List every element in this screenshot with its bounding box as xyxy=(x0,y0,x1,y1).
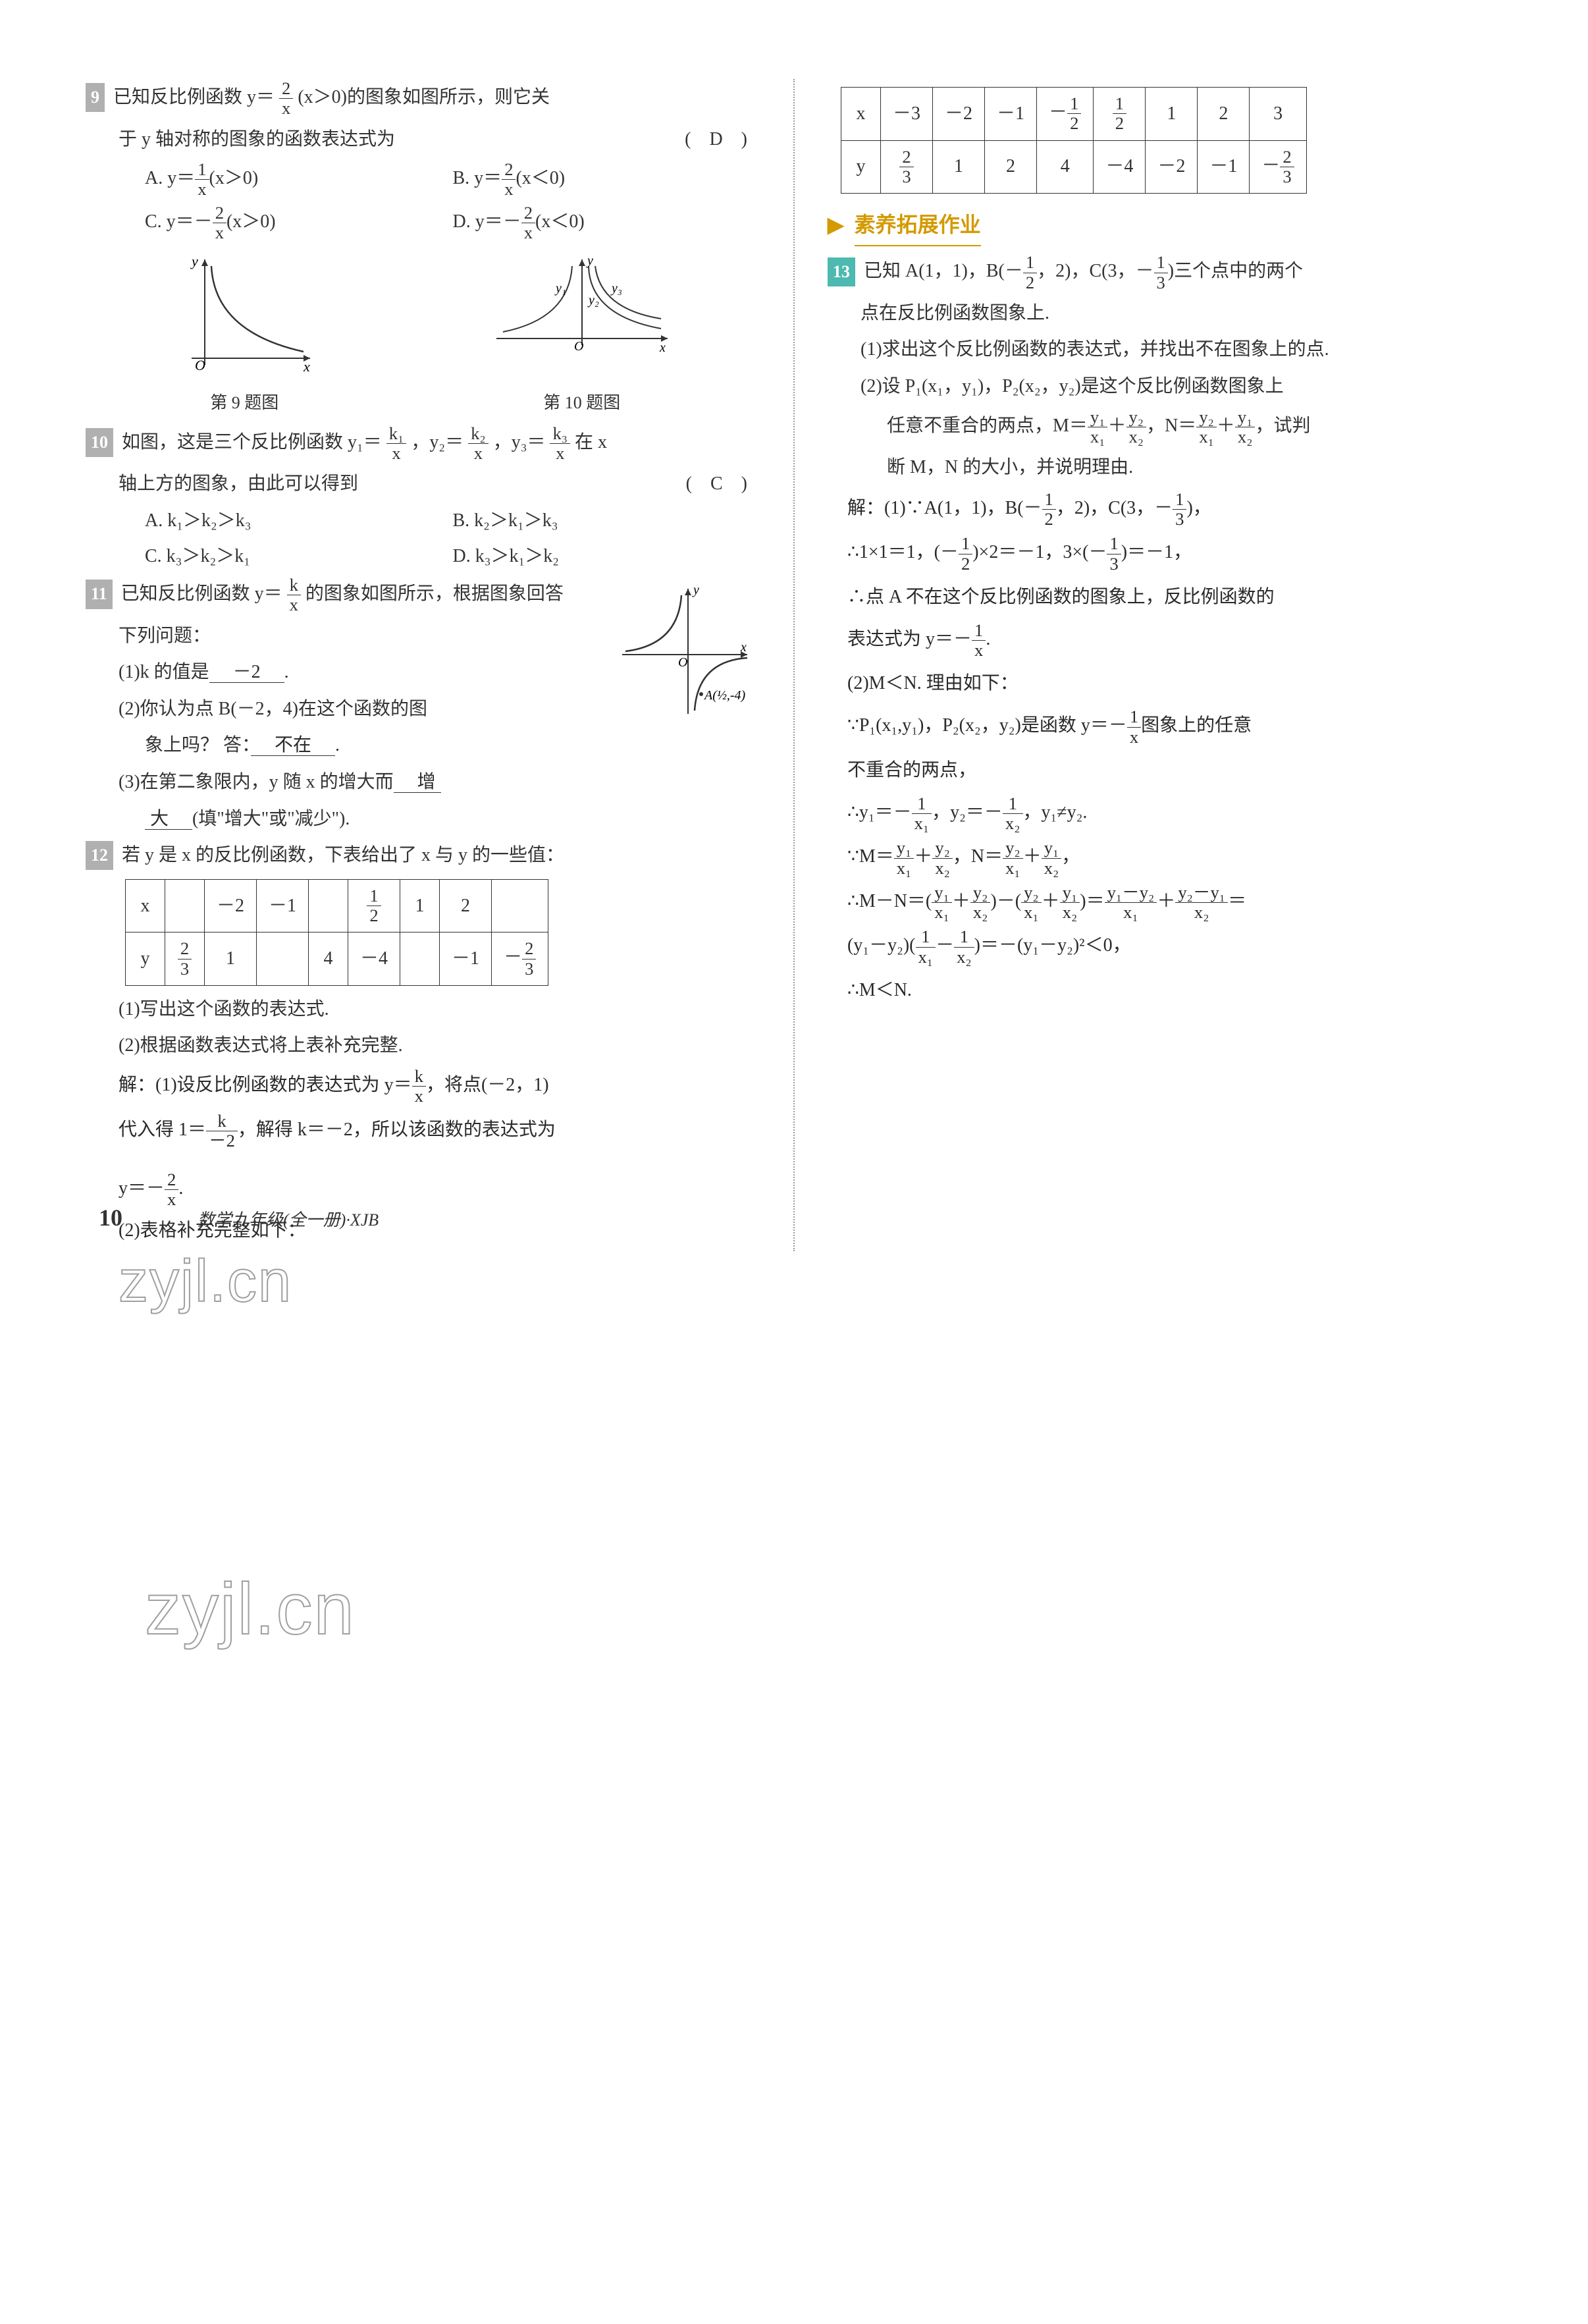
fig-q11: O x y A(½,-4) xyxy=(616,582,754,731)
question-13: 13 已知 A(1，1)，B(－12，2)，C(3，－13)三个点中的两个 点在… xyxy=(828,253,1502,1008)
q9-opt-a: A. y＝1x(x＞0) xyxy=(145,160,453,200)
svg-text:O: O xyxy=(574,339,583,354)
svg-text:x: x xyxy=(659,340,666,355)
page-columns: 9 已知反比例函数 y＝ 2x (x＞0)的图象如图所示，则它关 于 y 轴对称… xyxy=(86,79,1502,1251)
fig-q9: O x y 第 9 题图 xyxy=(172,253,317,418)
qnum-13: 13 xyxy=(828,257,855,286)
q10-answer: ( C ) xyxy=(686,468,747,500)
q10-opt-c: C. k₃＞k₂＞k₁ xyxy=(145,541,453,572)
q12-table: x－2－11212y2314－4－1－23 xyxy=(125,879,548,986)
page-number: 10 xyxy=(99,1198,122,1238)
q9-text2: (x＞0)的图象如图所示，则它关 xyxy=(298,87,550,107)
section-arrow-icon: ▶ xyxy=(828,213,844,236)
svg-text:y: y xyxy=(586,254,593,268)
q10-opt-b: B. k₂＞k₁＞k₃ xyxy=(453,505,761,537)
q11-ans1: －2 xyxy=(209,662,284,683)
q9-options: A. y＝1x(x＞0) B. y＝2x(x＜0) C. y＝－2x(x＞0) … xyxy=(86,160,760,246)
question-9: 9 已知反比例函数 y＝ 2x (x＞0)的图象如图所示，则它关 于 y 轴对称… xyxy=(86,79,760,418)
svg-text:y: y xyxy=(692,583,699,597)
column-divider xyxy=(793,79,795,1251)
svg-text:x: x xyxy=(303,358,310,375)
left-column: 9 已知反比例函数 y＝ 2x (x＞0)的图象如图所示，则它关 于 y 轴对称… xyxy=(86,79,760,1251)
q9-frac1: 2x xyxy=(279,79,293,119)
graph-q10: O x y y₁ y₂ y₃ xyxy=(490,253,674,378)
right-table: x－3－2－1－1212123y23124－4－2－1－23 xyxy=(841,87,1307,194)
q11-ans3a: 增 xyxy=(394,772,441,793)
qnum-12: 12 xyxy=(86,841,113,870)
svg-text:y: y xyxy=(190,253,198,269)
q9-opt-c: C. y＝－2x(x＞0) xyxy=(145,203,453,243)
question-11: 11 已知反比例函数 y＝ kx 的图象如图所示，根据图象回答 下列问题： O … xyxy=(86,576,760,834)
svg-text:y₁: y₁ xyxy=(554,281,566,296)
svg-text:A(½,-4): A(½,-4) xyxy=(703,688,746,703)
q9-answer: ( D ) xyxy=(685,124,747,155)
watermark-2: zyjl.cn xyxy=(145,1548,356,1671)
q9-opt-d: D. y＝－2x(x＜0) xyxy=(453,203,761,243)
q9-q10-figures: O x y 第 9 题图 O xyxy=(86,253,760,418)
q11-ans3b: 大 xyxy=(145,809,192,830)
section-header: ▶ 素养拓展作业 xyxy=(828,207,1502,246)
q13-solution: 解：(1)∵A(1，1)，B(－12，2)，C(3，－13)，∴1×1＝1，(－… xyxy=(828,490,1502,1009)
right-column: x－3－2－1－1212123y23124－4－2－1－23 ▶ 素养拓展作业 … xyxy=(828,79,1502,1251)
watermark-1: zyjl.cn xyxy=(119,1231,292,1332)
q9-text1: 已知反比例函数 y＝ xyxy=(113,87,275,107)
q10-opt-d: D. k₃＞k₁＞k₂ xyxy=(453,541,761,572)
figcap-10: 第 10 题图 xyxy=(490,389,674,418)
svg-text:y₃: y₃ xyxy=(610,281,622,296)
svg-text:O: O xyxy=(195,357,205,373)
question-10: 10 如图，这是三个反比例函数 y₁＝ k₁x ，y₂＝ k₂x ，y₃＝ k₃… xyxy=(86,424,760,576)
qnum-9: 9 xyxy=(86,83,105,112)
page-footer: 数学九年级(全一册)·XJB xyxy=(198,1206,379,1235)
svg-text:y₂: y₂ xyxy=(587,293,599,308)
q10-options: A. k₁＞k₂＞k₃ B. k₂＞k₁＞k₃ C. k₃＞k₂＞k₁ D. k… xyxy=(86,505,760,576)
q9-opt-b: B. y＝2x(x＜0) xyxy=(453,160,761,200)
q9-text3: 于 y 轴对称的图象的函数表达式为 xyxy=(119,129,395,149)
qnum-10: 10 xyxy=(86,428,113,457)
qnum-11: 11 xyxy=(86,580,113,608)
q10-opt-a: A. k₁＞k₂＞k₃ xyxy=(145,505,453,537)
graph-q9: O x y xyxy=(172,253,317,378)
fig-q10: O x y y₁ y₂ y₃ 第 10 题图 xyxy=(490,253,674,418)
question-12: 12 若 y 是 x 的反比例函数，下表给出了 x 与 y 的一些值： x－2－… xyxy=(86,840,760,1246)
figcap-9: 第 9 题图 xyxy=(172,389,317,418)
q11-ans2: 不在 xyxy=(251,735,335,756)
svg-text:O: O xyxy=(678,655,687,670)
svg-text:x: x xyxy=(740,640,747,655)
